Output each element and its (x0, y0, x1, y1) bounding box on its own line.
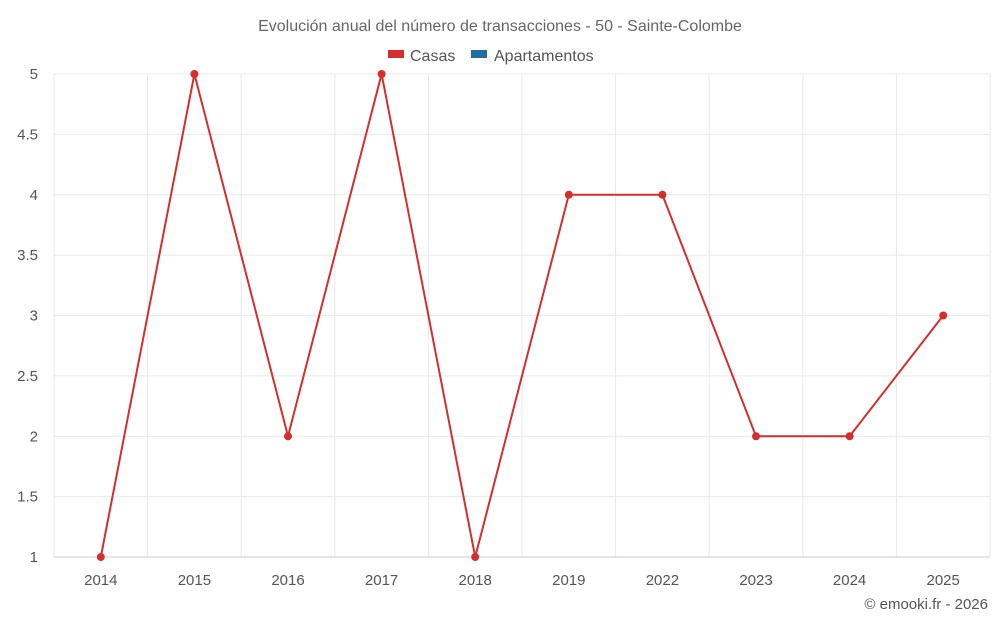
data-point[interactable] (284, 432, 292, 441)
y-tick-label: 5 (30, 66, 38, 83)
legend-label-casas[interactable]: Casas (410, 48, 455, 65)
y-tick-label: 2.5 (17, 368, 38, 385)
x-tick-label: 2022 (646, 572, 679, 589)
y-tick-label: 1 (30, 549, 38, 566)
legend-swatch-casas (388, 50, 404, 58)
y-tick-label: 3 (30, 308, 38, 325)
x-tick-label: 2017 (365, 572, 398, 589)
credit-text: © emooki.fr - 2026 (864, 596, 988, 613)
data-point[interactable] (939, 311, 948, 320)
data-point[interactable] (96, 553, 105, 561)
data-point[interactable] (377, 70, 386, 78)
legend: Casas Apartamentos (388, 48, 594, 65)
y-tick-label: 4.5 (17, 126, 38, 143)
y-axis-ticks: 1 1.5 2 2.5 3 3.5 4 4.5 5 (17, 66, 38, 566)
data-point[interactable] (564, 190, 573, 199)
data-point[interactable] (752, 432, 760, 441)
x-tick-label: 2024 (833, 572, 866, 589)
x-tick-label: 2018 (459, 572, 492, 589)
series-line (99, 73, 944, 558)
data-point[interactable] (471, 553, 480, 561)
y-tick-label: 1.5 (17, 489, 38, 506)
x-tick-label: 2025 (927, 572, 960, 589)
x-tick-label: 2023 (739, 572, 772, 589)
chart-title: Evolución anual del número de transaccio… (258, 18, 742, 35)
y-tick-label: 4 (30, 187, 38, 204)
legend-swatch-apartamentos (471, 50, 487, 58)
x-tick-label: 2015 (178, 572, 211, 589)
y-tick-label: 2 (30, 428, 38, 445)
legend-label-apartamentos[interactable]: Apartamentos (494, 48, 594, 65)
x-tick-label: 2014 (84, 572, 117, 589)
y-tick-label: 3.5 (17, 247, 38, 264)
x-axis-ticks: 2014 2015 2016 2017 2018 2019 2022 2023 2024 2025 (84, 572, 960, 589)
data-point[interactable] (190, 70, 199, 78)
grid (53, 73, 991, 558)
data-point[interactable] (658, 190, 667, 199)
series-casas (96, 70, 948, 561)
x-tick-label: 2019 (552, 572, 585, 589)
data-point[interactable] (845, 432, 854, 441)
x-tick-label: 2016 (271, 572, 304, 589)
